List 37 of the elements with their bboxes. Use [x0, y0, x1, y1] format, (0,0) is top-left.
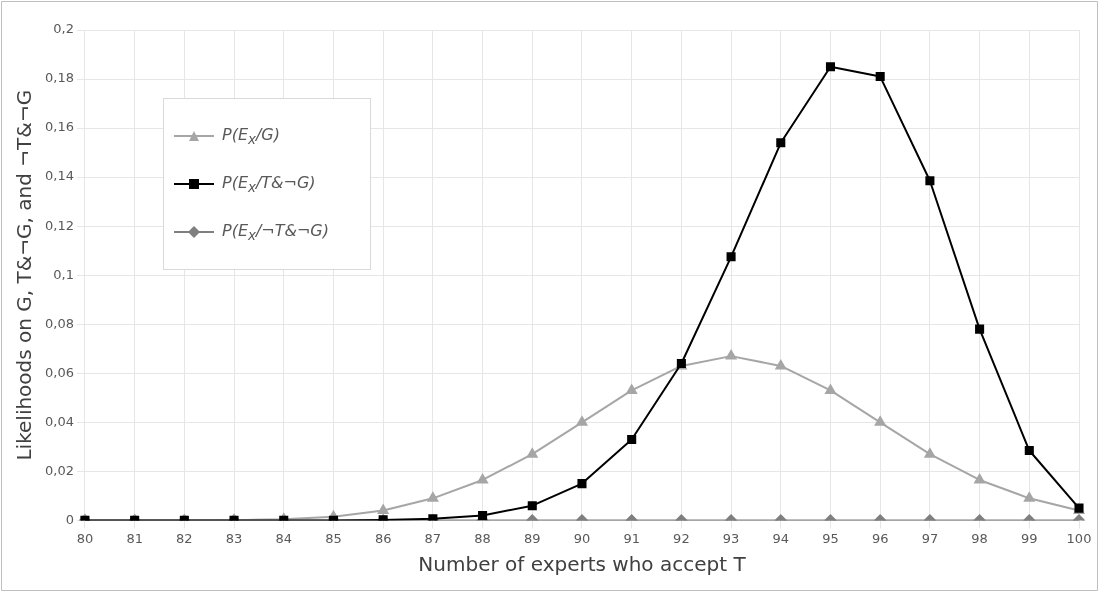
y-tick-label: 0,12 [44, 217, 74, 233]
legend-label: P(E$_{x}$/¬T&¬G) [222, 220, 329, 244]
x-tick-label: 84 [275, 530, 293, 546]
x-tick-label: 81 [126, 530, 143, 546]
y-tick-label: 0,14 [44, 168, 74, 184]
x-tick-label: 90 [573, 530, 591, 546]
x-axis-title: Number of experts who accept T [418, 552, 747, 577]
x-tick-label: 93 [722, 530, 740, 546]
x-tick-label: 95 [822, 530, 839, 546]
x-tick-label: 83 [225, 530, 243, 546]
legend-label: P(E$_{x}$/G) [222, 124, 280, 148]
y-tick-label: 0,2 [53, 21, 74, 37]
y-tick-label: 0 [65, 511, 74, 527]
y-tick-label: 0,02 [44, 462, 74, 478]
x-tick-label: 100 [1066, 530, 1092, 546]
x-tick-label: 86 [374, 530, 392, 546]
x-tick-label: 89 [524, 530, 541, 546]
y-tick-label: 0,04 [44, 413, 74, 429]
y-axis-title: Likelihoods on G, T&¬G, and ¬T&¬G [12, 89, 37, 461]
x-tick-label: 97 [921, 530, 939, 546]
x-tick-label: 80 [76, 530, 94, 546]
y-tick-label: 0,16 [44, 119, 74, 135]
x-tick-label: 88 [474, 530, 491, 546]
x-tick-label: 98 [971, 530, 988, 546]
x-tick-label: 92 [673, 530, 690, 546]
x-tick-label: 94 [772, 530, 790, 546]
y-tick-label: 0,18 [44, 70, 74, 86]
x-tick-label: 85 [325, 530, 342, 546]
legend-label: P(E$_{x}$/T&¬G) [222, 172, 316, 196]
x-tick-label: 91 [623, 530, 640, 546]
y-tick-label: 0,1 [53, 266, 74, 282]
y-tick-label: 0,06 [44, 364, 74, 380]
x-tick-label: 99 [1021, 530, 1038, 546]
x-tick-label: 82 [176, 530, 193, 546]
y-tick-label: 0,08 [44, 315, 74, 331]
x-tick-label: 96 [871, 530, 889, 546]
x-tick-label: 87 [424, 530, 442, 546]
